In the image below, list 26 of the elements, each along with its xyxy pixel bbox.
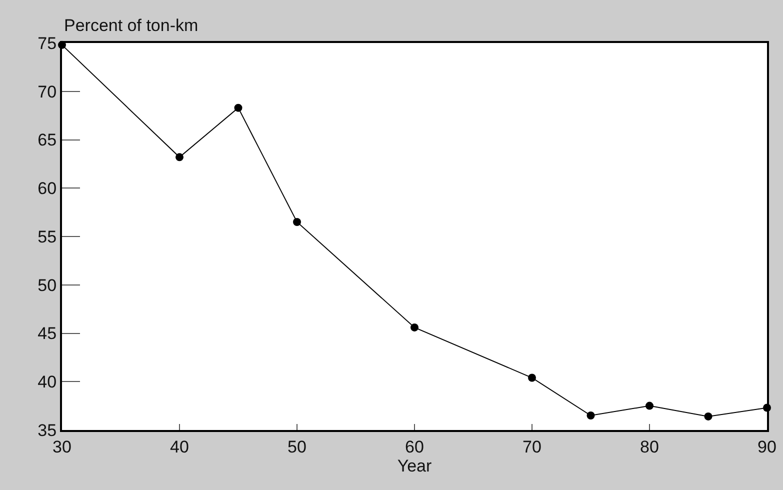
x-tick-label: 60 [405, 437, 424, 456]
y-tick-label: 65 [38, 130, 57, 150]
y-tick-label: 70 [38, 82, 57, 102]
y-tick-label: 75 [38, 34, 57, 53]
x-tick-label: 50 [288, 437, 306, 456]
y-tick-label: 60 [38, 179, 57, 198]
x-tick-label: 80 [640, 437, 659, 456]
y-tick-label: 55 [38, 227, 57, 246]
x-tick-label: 30 [52, 437, 72, 456]
point [646, 402, 654, 410]
x-axis-title: Year [397, 456, 432, 476]
point [586, 411, 595, 420]
y-tick-label: 50 [38, 276, 57, 295]
y-tick-label: 35 [38, 420, 57, 440]
point [410, 323, 418, 332]
point [704, 412, 712, 420]
y-tick-label: 40 [38, 372, 57, 392]
x-tick-label: 40 [170, 437, 189, 456]
y-axis-title: Percent of ton-km [64, 16, 198, 35]
point [234, 104, 242, 112]
point [293, 218, 301, 226]
y-tick-label: 45 [38, 324, 57, 344]
x-tick-label: 70 [522, 437, 542, 456]
point [528, 374, 536, 382]
point [176, 153, 184, 162]
x-tick-label: 90 [758, 437, 776, 456]
